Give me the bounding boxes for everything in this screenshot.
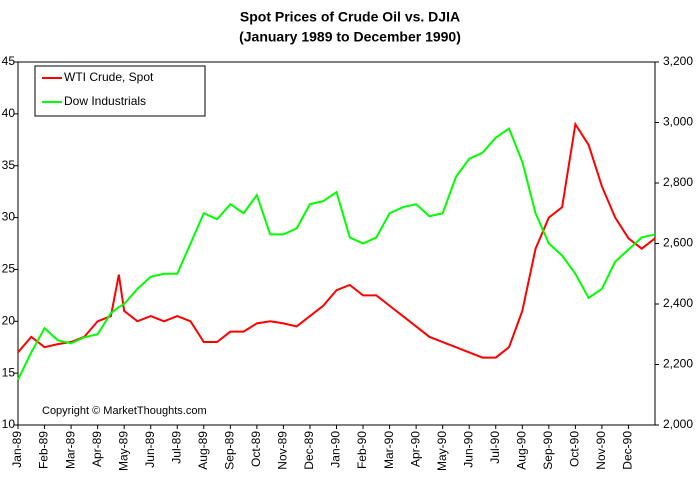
x-tick-label: Feb-90 <box>355 431 369 469</box>
y-tick-label: 15 <box>2 365 16 379</box>
y2-tick-label: 3,200 <box>663 54 693 68</box>
x-tick-label: Dec-90 <box>621 431 635 470</box>
legend-box <box>34 65 206 117</box>
x-tick-label: May-89 <box>116 431 130 471</box>
y-tick-label: 30 <box>2 210 16 224</box>
x-tick-label: Oct-90 <box>568 431 582 467</box>
y2-tick-label: 2,600 <box>663 236 693 250</box>
x-tick-label: Jun-90 <box>461 431 475 468</box>
y-tick-label: 10 <box>2 417 16 431</box>
chart-subtitle: (January 1989 to December 1990) <box>239 29 461 45</box>
x-tick-label: Jun-89 <box>143 431 157 468</box>
series-line <box>17 121 656 359</box>
y-tick-label: 35 <box>2 158 16 172</box>
series-line <box>17 127 656 381</box>
y-tick-label: 45 <box>2 54 16 68</box>
legend-label: WTI Crude, Spot <box>64 70 154 84</box>
x-tick-label: Feb-89 <box>37 431 51 469</box>
y2-tick-label: 2,400 <box>663 296 693 310</box>
x-tick-label: May-90 <box>435 431 449 471</box>
y-tick-label: 25 <box>2 262 16 276</box>
y2-tick-label: 3,000 <box>663 115 693 129</box>
y-tick-label: 40 <box>2 106 16 120</box>
x-tick-label: Aug-90 <box>514 431 528 470</box>
x-tick-label: Aug-89 <box>196 431 210 470</box>
chart-title: Spot Prices of Crude Oil vs. DJIA <box>240 9 460 25</box>
y2-tick-label: 2,000 <box>663 417 693 431</box>
legend-label: Dow Industrials <box>64 94 146 108</box>
x-tick-label: Jul-89 <box>169 431 183 464</box>
x-tick-label: Jan-89 <box>10 431 24 468</box>
x-tick-label: Mar-89 <box>63 431 77 469</box>
x-tick-label: Dec-89 <box>302 431 316 470</box>
y2-tick-label: 2,800 <box>663 175 693 189</box>
x-tick-label: Apr-90 <box>408 431 422 467</box>
y2-tick-label: 2,200 <box>663 357 693 371</box>
x-tick-label: Apr-89 <box>90 431 104 467</box>
x-tick-label: Sep-90 <box>541 431 555 470</box>
x-tick-label: Mar-90 <box>382 431 396 469</box>
x-tick-label: Jan-90 <box>329 431 343 468</box>
y-tick-label: 20 <box>2 313 16 327</box>
x-tick-label: Nov-89 <box>276 431 290 470</box>
copyright: Copyright © MarketThoughts.com <box>42 405 207 417</box>
x-tick-label: Sep-89 <box>223 431 237 470</box>
x-tick-label: Oct-89 <box>249 431 263 467</box>
x-tick-label: Jul-90 <box>488 431 502 464</box>
x-tick-label: Nov-90 <box>594 431 608 470</box>
